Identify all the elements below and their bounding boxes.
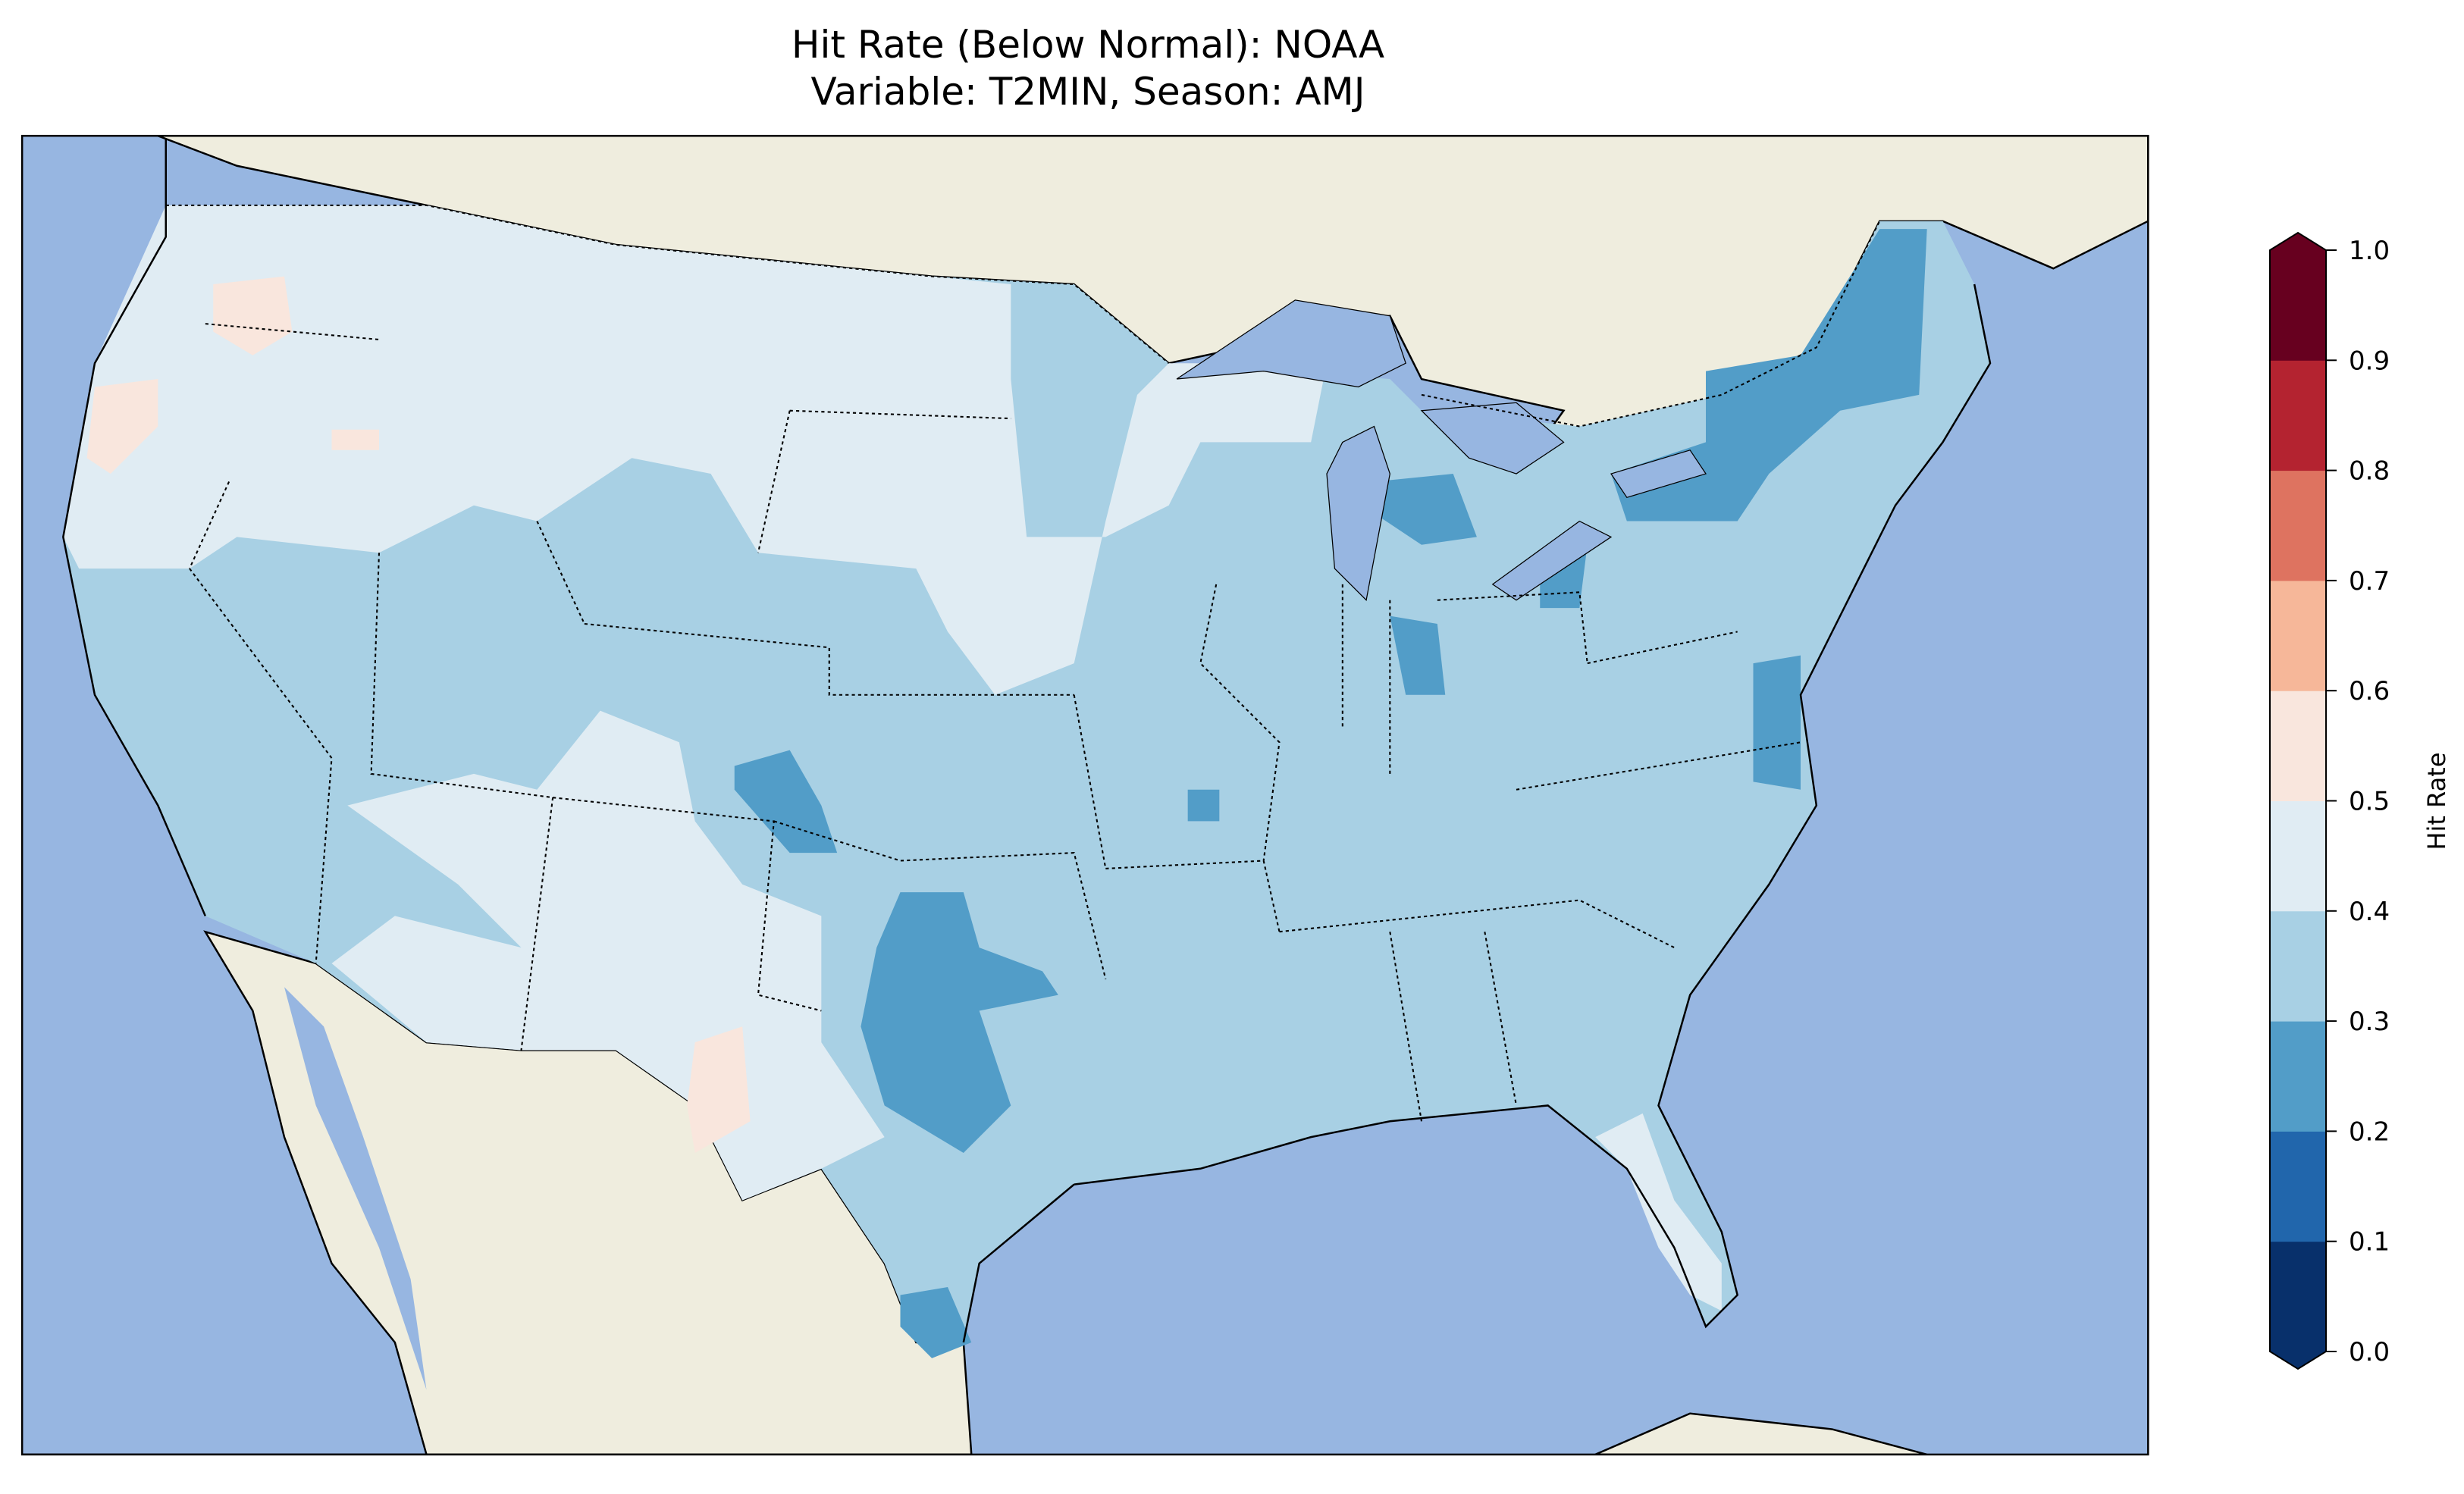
colorbar-tick-label: 0.8	[2349, 456, 2390, 487]
region-chesapeake-dark	[1753, 655, 1801, 790]
region-florida-light	[1595, 1113, 1722, 1311]
chart-title: Hit Rate (Below Normal): NOAA Variable: …	[0, 21, 2176, 115]
baja-gulf	[284, 987, 427, 1390]
chart-title-line-2: Variable: T2MIN, Season: AMJ	[810, 70, 1365, 114]
colorbar-tick-label: 0.6	[2349, 676, 2390, 706]
region-missouri-dark	[1187, 789, 1220, 822]
colorbar-segment	[2270, 1131, 2326, 1242]
colorbar-segment	[2270, 691, 2326, 801]
colorbar-segment	[2270, 580, 2326, 691]
map-frame	[20, 134, 2149, 1456]
colorbar-tick-label: 0.0	[2349, 1337, 2390, 1367]
colorbar-segment	[2270, 1241, 2326, 1352]
colorbar-tick-label: 0.2	[2349, 1117, 2390, 1147]
colorbar-tick-label: 0.9	[2349, 346, 2390, 376]
colorbar-segment	[2270, 800, 2326, 912]
chart-title-line-1: Hit Rate (Below Normal): NOAA	[791, 23, 1385, 67]
region-north-light	[63, 205, 1327, 695]
region-oregon-pink	[213, 276, 293, 355]
region-cacoast-pink	[86, 379, 158, 475]
colorbar-segment	[2270, 910, 2326, 1022]
region-idaho-pink	[331, 429, 379, 450]
us-coastline	[62, 139, 1992, 1343]
us-canada-border	[165, 204, 1881, 428]
great-lakes	[1176, 299, 1707, 602]
colorbar-segment	[2270, 1021, 2326, 1132]
region-northeast-dark	[1611, 229, 1927, 521]
colorbar-tick-label: 0.7	[2349, 566, 2390, 597]
region-colorado-dark	[734, 750, 838, 853]
cuba-land	[1594, 1412, 1927, 1455]
region-westtexas-pink	[687, 1026, 751, 1153]
colorbar-tick-label: 1.0	[2349, 236, 2390, 266]
colorbar-segment	[2270, 470, 2326, 581]
region-michigan-dark	[1374, 474, 1477, 545]
colorbar-label: Hit Rate	[2422, 752, 2451, 850]
region-indiana-dark	[1390, 615, 1446, 695]
colorbar-extend-max	[2270, 233, 2326, 250]
colorbar-tick-label: 0.1	[2349, 1227, 2390, 1258]
region-texas-dark	[861, 892, 1058, 1153]
colorbar-segment	[2270, 250, 2326, 361]
colorbar-segment	[2270, 360, 2326, 471]
colorbar-tick-label: 0.5	[2349, 787, 2390, 817]
colorbar-tick-label: 0.3	[2349, 1007, 2390, 1037]
region-texastip-dark	[900, 1287, 972, 1358]
state-borders	[189, 323, 1801, 1122]
colorbar-extend-min	[2270, 1351, 2326, 1369]
colorbar-tick-label: 0.4	[2349, 897, 2390, 927]
